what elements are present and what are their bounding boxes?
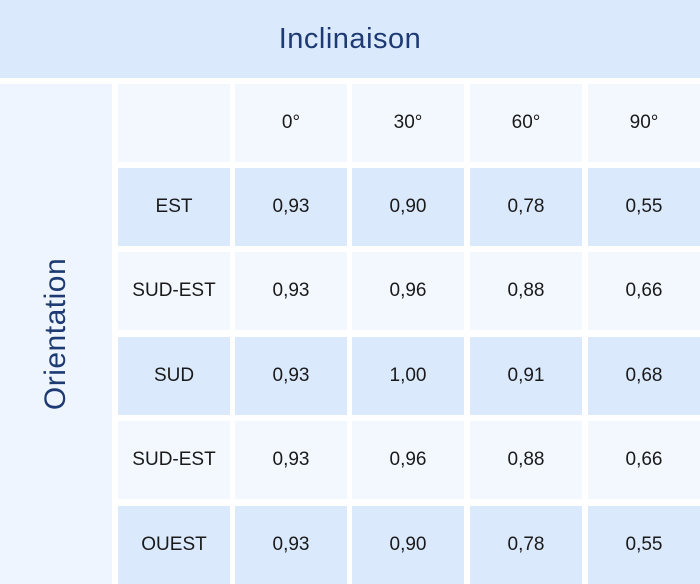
table-cell: 0,90 [352, 168, 464, 246]
table-cell: 0,66 [588, 252, 700, 330]
column-header: 30° [352, 84, 464, 162]
table-cell: 0,88 [470, 421, 582, 499]
corner-cell [118, 84, 230, 162]
table-cell: 0,96 [352, 421, 464, 499]
table-cell: 0,93 [235, 421, 347, 499]
column-header: 90° [588, 84, 700, 162]
row-header: SUD [118, 337, 230, 415]
side-panel: Orientation [0, 84, 112, 584]
table-cell: 0,91 [470, 337, 582, 415]
column-header: 0° [235, 84, 347, 162]
table-cell: 0,93 [235, 337, 347, 415]
row-header: OUEST [118, 506, 230, 584]
table-cell: 0,88 [470, 252, 582, 330]
table-cell: 0,93 [235, 252, 347, 330]
table-cell: 0,68 [588, 337, 700, 415]
table-cell: 0,78 [470, 506, 582, 584]
row-header: SUD-EST [118, 252, 230, 330]
row-header: EST [118, 168, 230, 246]
table-cell: 0,55 [588, 168, 700, 246]
table-cell: 0,93 [235, 168, 347, 246]
table-cell: 0,93 [235, 506, 347, 584]
table-cell: 0,55 [588, 506, 700, 584]
table-cell: 0,90 [352, 506, 464, 584]
table-cell: 0,78 [470, 168, 582, 246]
table-cell: 0,66 [588, 421, 700, 499]
table-cell: 1,00 [352, 337, 464, 415]
side-title: Orientation [39, 257, 72, 411]
row-header: SUD-EST [118, 421, 230, 499]
table-cell: 0,96 [352, 252, 464, 330]
header-title: Inclinaison [0, 0, 700, 78]
column-header: 60° [470, 84, 582, 162]
